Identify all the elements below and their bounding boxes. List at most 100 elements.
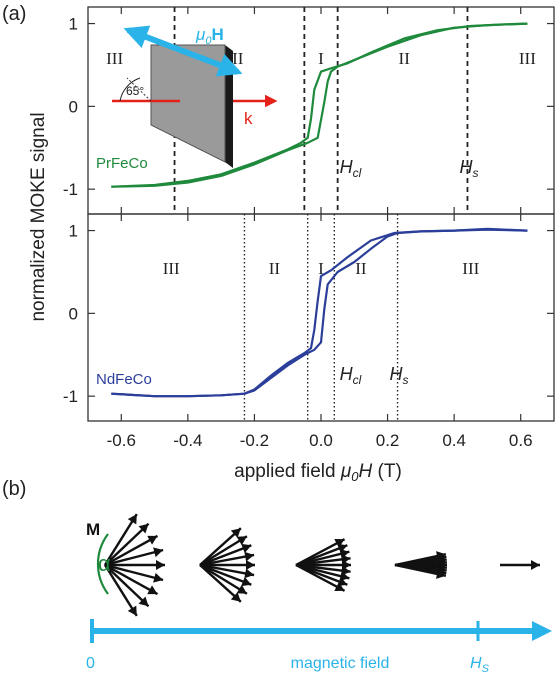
bottom-annotation-0: Hcl (340, 364, 362, 387)
field-axis-zero: 0 (86, 655, 95, 672)
xtick-label-1: -0.4 (173, 431, 202, 450)
fan-0-head-7 (138, 596, 149, 607)
fan-1-head-6 (241, 576, 252, 587)
fan-2-arrow-8 (295, 563, 346, 592)
top-ytick-label-1: 0 (69, 97, 78, 116)
fan-0-head-1 (138, 523, 149, 534)
field-axis-label: magnetic field (291, 655, 390, 672)
bottom-region-label-0: III (163, 259, 180, 278)
fan-0-arrow-2 (104, 534, 159, 567)
fan-0-head-8 (127, 605, 137, 616)
bottom-ticks: -0.6 -0.4 -0.2 0.0 0.2 0.4 0.6 -1 0 1 (63, 214, 554, 450)
fan-1-arrow-2 (199, 544, 252, 567)
fan-1-head-4 (246, 560, 255, 570)
fan-1-arrow-3 (199, 553, 255, 567)
fan-1-arrow-0 (199, 527, 242, 566)
top-annotation-1: Hs (459, 157, 478, 180)
xtick-label-3: 0.0 (309, 431, 333, 450)
top-curves (111, 22, 528, 188)
x-axis-var: H (359, 461, 373, 482)
fan-1-arrow-6 (199, 563, 252, 586)
bottom-series-descending (111, 228, 528, 398)
series-label-prfeco: PrFeCo (96, 155, 148, 172)
bottom-region-label-1: II (269, 259, 281, 278)
top-annotation-sub-1: s (472, 166, 478, 180)
x-axis-mu-sub: 0 (351, 469, 359, 484)
m-label: M (86, 520, 100, 539)
fan-0-arrow-5 (104, 563, 164, 582)
inset-h: H (211, 25, 223, 44)
top-annotation-0: Hcl (340, 157, 362, 180)
fan-1-arrow-8 (199, 564, 242, 603)
xtick-label-4: 0.2 (376, 431, 400, 450)
inset-mu: μ (195, 25, 206, 44)
y-axis-title: normalized MOKE signal (28, 112, 49, 321)
top-ytick-label-0: -1 (63, 180, 78, 199)
inset-angle-label: 65° (126, 84, 144, 98)
top-region-label-2: I (318, 49, 324, 68)
field-axis-arrowhead (532, 621, 552, 641)
bottom-annotation-main-1: H (390, 364, 404, 384)
field-arrow (123, 25, 243, 77)
field-axis-hs-label: HS (470, 655, 490, 675)
fan-1-arrow-1 (199, 535, 248, 567)
alpha-arc (96, 533, 109, 595)
fan-1-head-3 (244, 551, 255, 562)
bottom-region-label-4: III (462, 259, 479, 278)
fan-1-head-1 (236, 536, 247, 546)
sample-plate-side (225, 45, 233, 168)
panel-b: M α 0 magnetic field HS (86, 513, 552, 675)
panel-a-label: (a) (2, 3, 26, 25)
x-axis-title: applied field μ0H (T) (234, 461, 402, 484)
top-series-descending (111, 22, 528, 188)
top-series-ascending (111, 22, 528, 188)
fan-0-arrow-6 (104, 563, 159, 596)
field-axis-hs-sub: S (482, 663, 490, 675)
fan-2-head-1 (337, 543, 348, 554)
bottom-annotation-main-0: H (340, 364, 354, 384)
xtick-label-6: 0.6 (509, 431, 533, 450)
series-label-ndfeco: NdFeCo (96, 371, 152, 388)
angle-arc (119, 77, 141, 102)
fan-1-arrow-5 (199, 563, 255, 577)
top-annotations: Hcl Hs (340, 157, 479, 180)
xtick-label-0: -0.6 (107, 431, 136, 450)
bottom-annotation-1: Hs (390, 364, 409, 387)
bottom-region-label-3: II (355, 259, 367, 278)
fan-0-arrow-7 (104, 564, 150, 608)
moment-fans (103, 513, 540, 617)
fan-0-head-4 (156, 560, 165, 570)
fan-1-arrow-7 (199, 563, 248, 595)
fan-1-head-2 (241, 543, 252, 554)
bottom-ytick-label-1: 0 (69, 304, 78, 323)
angle-ref-line (126, 77, 152, 102)
bottom-curves (111, 227, 528, 398)
fan-0-arrow-0 (103, 513, 138, 566)
bottom-annotations: Hcl Hs (340, 364, 409, 387)
xtick-label-5: 0.4 (442, 431, 466, 450)
x-axis-unit: (T) (372, 461, 402, 482)
panel-b-label: (b) (2, 478, 26, 500)
fan-0-head-2 (147, 535, 158, 545)
top-ticks: -1 0 1 (63, 7, 554, 214)
inset-k-label: k (244, 109, 253, 128)
bottom-region-lines (243, 214, 399, 421)
fan-4-head-0 (531, 560, 540, 570)
field-axis-hs-h: H (470, 655, 482, 672)
alpha-label: α (98, 551, 111, 576)
fan-0-head-5 (153, 572, 164, 583)
bottom-panel-frame (87, 213, 555, 422)
top-region-label-4: III (519, 49, 536, 68)
fan-0-arrow-1 (104, 522, 150, 566)
top-annotation-main-0: H (340, 157, 354, 177)
x-axis-title-text: applied field (234, 461, 335, 482)
inset-sample: μ0H 65° k (112, 25, 278, 168)
top-region-label-3: II (399, 49, 411, 68)
bottom-ytick-label-0: -1 (63, 387, 78, 406)
top-ytick-label-2: 1 (69, 15, 78, 34)
fan-0-head-6 (147, 585, 158, 595)
fan-3-head-8 (436, 569, 446, 579)
bottom-annotation-sub-0: cl (353, 373, 362, 387)
inset-mu-sub: 0 (205, 35, 212, 47)
